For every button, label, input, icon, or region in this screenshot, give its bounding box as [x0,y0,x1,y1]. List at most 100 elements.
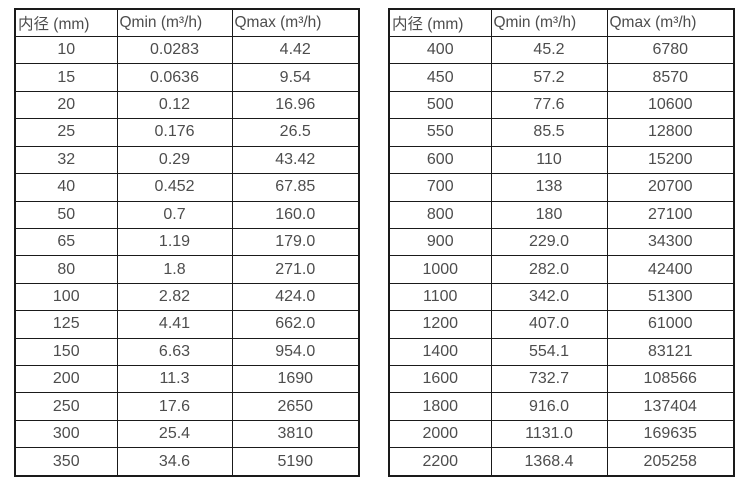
table-cell: 125 [14,310,118,339]
table-row: 350 34.6 5190 [14,447,360,477]
table-cell: 61000 [606,310,735,339]
table-cell: 1.19 [116,227,233,257]
table-cell: 100 [14,282,118,312]
table-cell: 229.0 [490,227,608,257]
table-cell: 50 [14,200,118,229]
table-cell: 160.0 [231,200,360,229]
table-cell: 57.2 [490,63,608,92]
table-row: 2200 1368.4 205258 [388,447,735,477]
table-row: 10 0.0283 4.42 [14,35,360,65]
table-row: 1600 732.7 108566 [388,365,735,394]
table-cell: 4.42 [231,35,360,65]
table-cell: 138 [490,173,608,202]
flow-rate-table-left: 内径 (mm) Qmin (m³/h) Qmax (m³/h) 10 0.0283 4.… [14,8,360,477]
table-row: 250 17.6 2650 [14,392,360,421]
table-cell: 26.5 [231,118,360,147]
table-cell: 17.6 [116,392,233,421]
table-cell: 450 [388,63,492,92]
table-cell: 2.82 [116,282,233,312]
table-cell: 80 [14,255,118,284]
table-cell: 1000 [388,255,492,284]
table-body: 10 0.0283 4.42 15 0.0636 9.54 20 0.12 16.96 25 0.1… [14,35,360,477]
table-cell: 1400 [388,337,492,367]
table-cell: 32 [14,145,118,175]
table-cell: 108566 [606,365,735,394]
table-cell: 800 [388,200,492,229]
table-cell: 350 [14,447,118,477]
table-cell: 34300 [606,227,735,257]
table-cell: 0.12 [116,90,233,120]
table-cell: 342.0 [490,282,608,312]
table-row: 600 110 15200 [388,145,735,175]
table-cell: 1368.4 [490,447,608,477]
table-cell: 3810 [231,419,360,449]
table-row: 200 11.3 1690 [14,365,360,394]
table-cell: 550 [388,118,492,147]
table-cell: 77.6 [490,90,608,120]
table-row: 700 138 20700 [388,173,735,202]
table-cell: 169635 [606,419,735,449]
table-cell: 0.0636 [116,63,233,92]
table-cell: 900 [388,227,492,257]
table-cell: 67.85 [231,173,360,202]
table-cell: 0.7 [116,200,233,229]
column-header: Qmax (m³/h) [231,8,360,37]
table-row: 40 0.452 67.85 [14,173,360,202]
table-row: 20 0.12 16.96 [14,90,360,120]
table-cell: 20 [14,90,118,120]
table-cell: 0.0283 [116,35,233,65]
table-header-row: 内径 (mm) Qmin (m³/h) Qmax (m³/h) [14,8,360,37]
table-row: 300 25.4 3810 [14,419,360,449]
table-row: 2000 1131.0 169635 [388,419,735,449]
table-cell: 10 [14,35,118,65]
table-row: 125 4.41 662.0 [14,310,360,339]
table-row: 1000 282.0 42400 [388,255,735,284]
table-row: 80 1.8 271.0 [14,255,360,284]
table-cell: 424.0 [231,282,360,312]
table-row: 550 85.5 12800 [388,118,735,147]
table-cell: 300 [14,419,118,449]
table-cell: 500 [388,90,492,120]
table-cell: 42400 [606,255,735,284]
table-body: 400 45.2 6780 450 57.2 8570 500 77.6 10600 550 85.… [388,35,735,477]
table-cell: 180 [490,200,608,229]
table-cell: 600 [388,145,492,175]
table-cell: 407.0 [490,310,608,339]
column-header: 内径 (mm) [14,8,118,37]
table-row: 900 229.0 34300 [388,227,735,257]
table-cell: 34.6 [116,447,233,477]
table-row: 500 77.6 10600 [388,90,735,120]
table-cell: 15200 [606,145,735,175]
table-cell: 1131.0 [490,419,608,449]
table-cell: 10600 [606,90,735,120]
table-row: 32 0.29 43.42 [14,145,360,175]
table-cell: 1200 [388,310,492,339]
table-cell: 179.0 [231,227,360,257]
table-cell: 271.0 [231,255,360,284]
table-row: 内径 (mm) Qmin (m³/h) Qmax (m³/h) [388,8,735,37]
table-cell: 554.1 [490,337,608,367]
table-cell: 5190 [231,447,360,477]
table-cell: 2200 [388,447,492,477]
table-row: 内径 (mm) Qmin (m³/h) Qmax (m³/h) [14,8,360,37]
table-cell: 6780 [606,35,735,65]
table-cell: 700 [388,173,492,202]
table-row: 800 180 27100 [388,200,735,229]
column-header: 内径 (mm) [388,8,492,37]
table-row: 150 6.63 954.0 [14,337,360,367]
table-cell: 51300 [606,282,735,312]
table-cell: 400 [388,35,492,65]
table-cell: 954.0 [231,337,360,367]
table-row: 450 57.2 8570 [388,63,735,92]
table-cell: 27100 [606,200,735,229]
table-cell: 12800 [606,118,735,147]
table-cell: 150 [14,337,118,367]
table-row: 15 0.0636 9.54 [14,63,360,92]
table-cell: 16.96 [231,90,360,120]
table-cell: 1100 [388,282,492,312]
table-cell: 916.0 [490,392,608,421]
table-cell: 25.4 [116,419,233,449]
table-cell: 65 [14,227,118,257]
column-header: Qmin (m³/h) [116,8,233,37]
